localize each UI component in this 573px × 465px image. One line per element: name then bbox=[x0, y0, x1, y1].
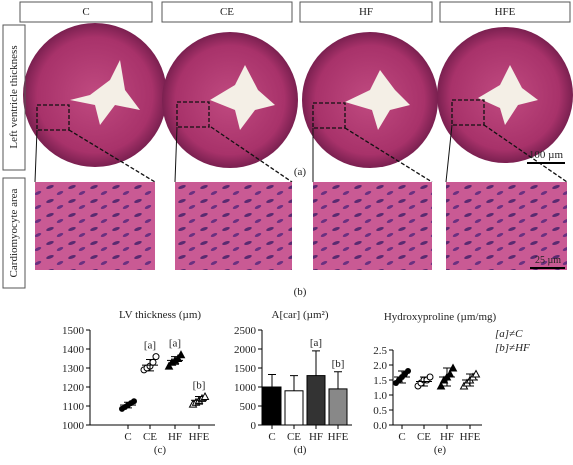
note: [a]≠C bbox=[495, 328, 523, 340]
y-tick-label: 0.0 bbox=[373, 420, 387, 432]
scale-bar-label: 25 µm bbox=[535, 255, 561, 266]
chart-title: Hydroxyproline (µm/mg) bbox=[384, 311, 497, 323]
y-tick-label: 0.5 bbox=[373, 405, 387, 417]
error-bar bbox=[312, 350, 320, 376]
annotation: [a] bbox=[310, 337, 322, 349]
column-header: C bbox=[82, 6, 89, 18]
x-tick-label: HF bbox=[309, 431, 323, 443]
row-label: Cardiomyocyte area bbox=[8, 188, 20, 277]
point bbox=[405, 368, 411, 374]
x-tick-label: CE bbox=[417, 431, 431, 443]
column-header: CE bbox=[220, 6, 234, 18]
error-bar bbox=[268, 373, 276, 387]
x-tick-label: HF bbox=[168, 431, 182, 443]
error-bar bbox=[171, 356, 179, 365]
point bbox=[164, 361, 174, 370]
y-tick-label: 1000 bbox=[62, 420, 85, 432]
point bbox=[200, 391, 210, 400]
point bbox=[131, 398, 137, 405]
y-tick-label: 2500 bbox=[234, 325, 257, 337]
x-tick-label: HF bbox=[440, 431, 454, 443]
panel-label: (b) bbox=[294, 286, 307, 298]
x-tick-label: HFE bbox=[328, 431, 349, 443]
y-tick-label: 1200 bbox=[62, 382, 85, 394]
point bbox=[471, 369, 481, 378]
cavity bbox=[210, 65, 275, 130]
scale-bar-label: 100 µm bbox=[529, 149, 564, 161]
y-tick-label: 500 bbox=[240, 401, 257, 413]
y-tick-label: 2.5 bbox=[373, 345, 387, 357]
x-tick-label: C bbox=[268, 431, 275, 443]
error-bar bbox=[146, 358, 154, 372]
point bbox=[176, 350, 186, 359]
y-tick-label: 1500 bbox=[62, 325, 85, 337]
chart-title: A[car] (µm²) bbox=[272, 309, 329, 321]
point bbox=[173, 353, 183, 362]
bar bbox=[284, 390, 304, 426]
cavity bbox=[478, 65, 538, 125]
note: [b]≠HF bbox=[495, 342, 530, 354]
point bbox=[152, 353, 160, 361]
annotation: [a] bbox=[169, 338, 181, 350]
x-tick-label: C bbox=[124, 431, 131, 443]
y-tick-label: 1300 bbox=[62, 363, 85, 375]
cavity bbox=[345, 70, 410, 130]
point bbox=[149, 358, 157, 366]
point bbox=[448, 363, 458, 372]
y-tick-label: 1100 bbox=[62, 401, 84, 413]
error-bar bbox=[334, 371, 342, 389]
chart-label: (e) bbox=[434, 444, 447, 456]
error-bar bbox=[420, 376, 428, 387]
cavity bbox=[70, 60, 140, 125]
y-tick-label: 1.5 bbox=[373, 375, 387, 387]
annotation: [b] bbox=[332, 358, 345, 370]
chart-title: LV thickness (µm) bbox=[119, 309, 201, 321]
panel-label: (a) bbox=[294, 166, 307, 178]
x-tick-label: HFE bbox=[460, 431, 481, 443]
y-tick-label: 1500 bbox=[234, 363, 257, 375]
chart-label: (c) bbox=[154, 444, 167, 456]
annotation: [b] bbox=[193, 380, 206, 392]
column-header: HF bbox=[359, 6, 373, 18]
error-bar bbox=[124, 401, 132, 409]
row-label: Left ventricle thickness bbox=[8, 45, 20, 148]
error-bar bbox=[443, 367, 451, 387]
error-bar bbox=[466, 373, 474, 387]
point bbox=[436, 381, 446, 390]
y-tick-label: 2.0 bbox=[373, 360, 387, 372]
bar bbox=[306, 375, 326, 426]
error-bar bbox=[398, 370, 406, 384]
y-tick-label: 1.0 bbox=[373, 390, 387, 402]
x-tick-label: CE bbox=[287, 431, 301, 443]
x-tick-label: HFE bbox=[189, 431, 210, 443]
y-tick-label: 1400 bbox=[62, 344, 85, 356]
error-bar bbox=[195, 396, 203, 405]
x-tick-label: C bbox=[398, 431, 405, 443]
bar bbox=[262, 386, 282, 426]
error-bar bbox=[290, 375, 298, 391]
y-tick-label: 0 bbox=[251, 420, 257, 432]
annotation: [a] bbox=[144, 340, 156, 352]
bar bbox=[328, 388, 348, 426]
chart-label: (d) bbox=[294, 444, 307, 456]
micrographs bbox=[2, 1, 573, 289]
y-tick-label: 2000 bbox=[234, 344, 257, 356]
column-header: HFE bbox=[495, 6, 516, 18]
y-tick-label: 1000 bbox=[234, 382, 257, 394]
x-tick-label: CE bbox=[143, 431, 157, 443]
